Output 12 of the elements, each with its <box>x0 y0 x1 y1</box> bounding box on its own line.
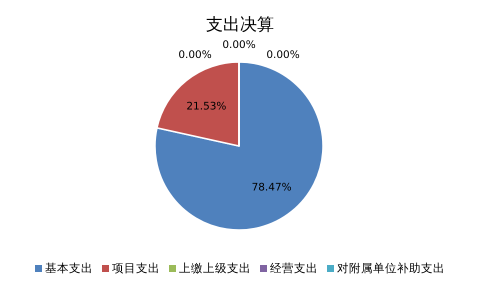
legend-label: 基本支出 <box>45 261 93 275</box>
text: 0.00% <box>266 49 300 61</box>
text: 0.00% <box>178 49 212 61</box>
text: 0.00% <box>222 39 256 51</box>
legend-label: 经营支出 <box>270 261 318 275</box>
legend-label: 项目支出 <box>112 261 160 275</box>
legend-label: 上缴上级支出 <box>179 261 251 275</box>
data-label: 78.47% <box>252 182 292 194</box>
data-label: 21.53% <box>186 100 226 112</box>
pie-slice <box>154 61 324 231</box>
legend-label: 对附属单位补助支出 <box>337 261 445 275</box>
chart-title: 支出决算 <box>206 15 274 35</box>
